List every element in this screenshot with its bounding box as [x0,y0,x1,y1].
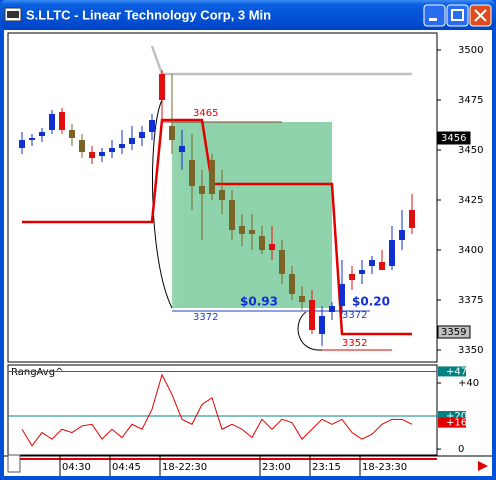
candle-body [39,132,45,136]
annotation: $0.20 [352,295,390,309]
x-tick-label: 23:15 [312,462,341,473]
indicator-title: RangAvg^ [11,367,63,378]
candle-body [159,74,165,100]
candle-body [139,132,145,138]
candle-body [259,236,265,250]
annotation: 3372 [193,312,218,323]
candle-body [59,112,65,130]
candle-body [389,240,395,266]
candle-body [409,210,415,228]
candle-body [189,160,195,186]
y-tick-label: +40 [458,378,479,389]
candle-body [349,274,355,280]
price-marker-box [437,131,471,145]
level-box [438,366,466,377]
price-marker-label: 3456 [441,133,466,144]
y-tick-label: 3425 [458,195,483,206]
x-tick-label: 23:00 [262,462,291,473]
candle-body [379,262,385,270]
price-marker-label: 3359 [441,327,466,338]
candle-body [359,270,365,274]
scroll-right-arrow[interactable] [478,461,488,471]
level-box [438,411,466,422]
last-value-box [438,417,466,428]
app-icon [4,7,22,22]
y-tick-label: 3350 [458,345,483,356]
candle-body [309,300,315,330]
candle-body [329,306,335,312]
candle-body [289,274,295,294]
candle-body [199,186,205,194]
candle-body [369,260,375,266]
y-tick-label: 3475 [458,95,483,106]
level-label: +20 [446,411,467,422]
annotation: 3352 [342,338,367,349]
x-tick-label: 18-23:30 [362,462,407,473]
y-tick-label: 3450 [458,145,483,156]
last-value-label: +16 [446,418,467,429]
candle-body [109,148,115,152]
bracket-curve [152,99,173,309]
candle-body [279,250,285,274]
title-bar [0,0,496,30]
candle-body [19,140,25,148]
candle-body [219,190,225,200]
candle-body [149,120,155,132]
candle-body [89,152,95,158]
candle-body [319,316,325,334]
y-tick-label: 3375 [458,295,483,306]
maximize-button[interactable] [446,4,469,27]
annotation: 3465 [193,108,218,119]
candle-body [69,130,75,138]
x-tick-label: 04:45 [112,462,141,473]
candle-body [269,244,275,250]
candle-body [79,140,85,152]
candle-body [229,200,235,230]
x-tick-label: 18-22:30 [162,462,207,473]
candle-body [399,230,405,240]
candle-body [249,230,255,234]
candle-body [179,146,185,152]
minimize-button[interactable] [423,4,446,27]
candle-body [49,114,55,130]
window-title: S.LLTC - Linear Technology Corp, 3 Min [26,7,271,22]
indicator-panel [7,364,438,456]
annotation: 3372 [342,310,367,321]
price-marker-box [437,325,471,339]
x-tick-label: 04:30 [62,462,91,473]
candle-body [119,144,125,148]
bracket-curve [297,311,323,351]
overlay-line [150,45,412,76]
y-tick-label: 0 [458,444,464,455]
candle-body [99,152,105,156]
close-button[interactable] [469,4,492,27]
candle-body [169,126,175,140]
indicator-line [21,373,413,447]
candle-body [29,138,35,140]
y-tick-label: 3400 [458,245,483,256]
y-tick-label: 3500 [458,45,483,56]
candle-body [129,138,135,144]
candle-body [239,226,245,234]
annotation: $0.93 [240,295,278,309]
scroll-box[interactable] [7,454,21,473]
candle-body [339,284,345,306]
candle-body [299,296,305,302]
candle-body [209,160,215,194]
overlay-line [22,118,412,336]
level-label: +47 [446,366,467,377]
